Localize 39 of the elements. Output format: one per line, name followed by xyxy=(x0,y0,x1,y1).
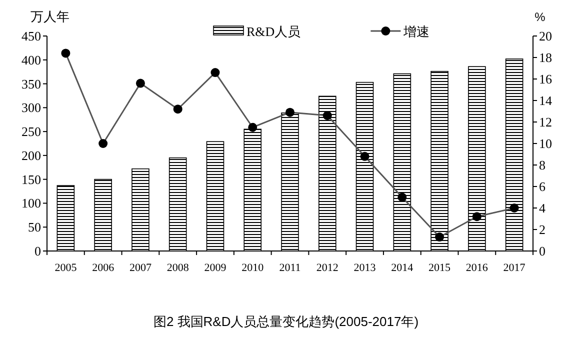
x-tick-label: 2012 xyxy=(316,262,338,274)
y2-tick-label: 4 xyxy=(539,200,546,216)
y2-tick-label: 18 xyxy=(539,50,552,65)
y2-tick-label: 20 xyxy=(539,28,552,44)
x-tick-label: 2015 xyxy=(428,262,452,274)
y2-tick-label: 6 xyxy=(539,179,546,194)
legend-label: 增速 xyxy=(402,24,430,39)
x-tick-label: 2006 xyxy=(92,262,115,274)
x-tick-label: 2016 xyxy=(466,262,488,274)
x-tick-label: 2017 xyxy=(503,262,526,274)
y-tick-label: 0 xyxy=(34,244,41,258)
y2-tick-label: 0 xyxy=(539,244,546,258)
legend-label: R&D人员 xyxy=(246,24,301,39)
x-tick-label: 2005 xyxy=(54,262,78,274)
y2-tick-label: 12 xyxy=(539,114,552,130)
y2-tick-label: 16 xyxy=(539,72,552,86)
y-tick-label: 50 xyxy=(28,220,41,235)
y-tick-label: 200 xyxy=(22,148,41,163)
y2-tick-label: 8 xyxy=(539,158,546,172)
y2-tick-label: 14 xyxy=(539,93,552,108)
y2-axis-title: % xyxy=(534,10,546,24)
y-tick-label: 400 xyxy=(22,52,41,68)
x-tick-label: 2009 xyxy=(204,262,227,274)
y2-tick-label: 10 xyxy=(539,136,552,151)
x-tick-label: 2011 xyxy=(279,262,301,274)
y-tick-label: 250 xyxy=(22,124,41,140)
y-tick-label: 150 xyxy=(22,172,41,187)
x-tick-label: 2008 xyxy=(166,262,190,274)
caption: 图2 我国R&D人员总量变化趋势(2005-2017年) xyxy=(153,314,419,329)
y-tick-label: 350 xyxy=(22,76,41,92)
y-tick-label: 450 xyxy=(22,28,41,44)
y-tick-label: 100 xyxy=(22,196,41,211)
y-tick-label: 300 xyxy=(22,100,41,116)
x-tick-label: 2013 xyxy=(354,262,376,274)
y-axis-title: 万人年 xyxy=(30,9,70,24)
x-tick-label: 2014 xyxy=(391,262,414,274)
x-tick-label: 2010 xyxy=(242,262,264,274)
y2-tick-label: 2 xyxy=(539,222,546,237)
x-tick-label: 2007 xyxy=(129,262,152,274)
